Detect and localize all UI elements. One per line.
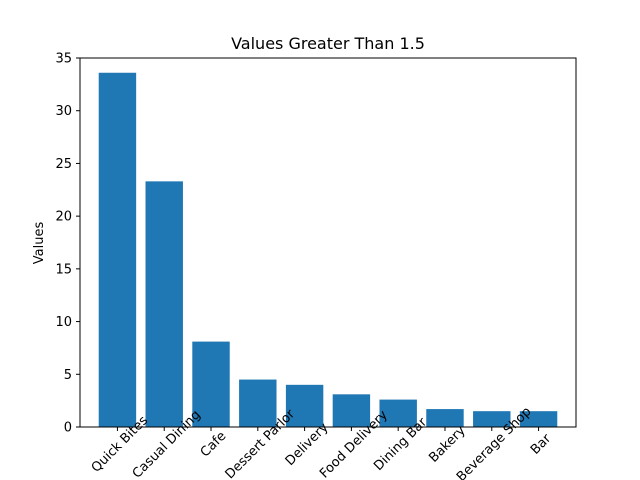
- bar: [98, 72, 137, 427]
- bar: [473, 411, 511, 427]
- bar: [145, 181, 183, 427]
- y-tick-label: 30: [55, 104, 72, 119]
- y-tick-label: 5: [64, 368, 72, 383]
- y-tick-label: 25: [55, 157, 72, 172]
- bars-layer: [98, 72, 558, 427]
- y-tick-label: 10: [55, 315, 72, 330]
- chart-title: Values Greater Than 1.5: [231, 34, 425, 53]
- bar: [239, 379, 277, 427]
- x-tick-label: Bar: [528, 431, 555, 458]
- y-tick-label: 20: [55, 210, 72, 225]
- y-tick-label: 35: [55, 52, 72, 67]
- bar: [285, 384, 324, 427]
- bar: [192, 341, 230, 427]
- bar: [426, 409, 464, 427]
- y-tick-label: 0: [64, 421, 72, 436]
- y-axis-label: Values: [32, 222, 47, 265]
- x-tick-label: Cafe: [198, 429, 230, 461]
- axes-frame: [79, 57, 577, 428]
- bar: [519, 411, 558, 427]
- bar: [379, 399, 417, 427]
- y-tick-label: 15: [55, 262, 72, 277]
- bar: [332, 394, 371, 427]
- x-tick-label: Bakery: [426, 423, 469, 466]
